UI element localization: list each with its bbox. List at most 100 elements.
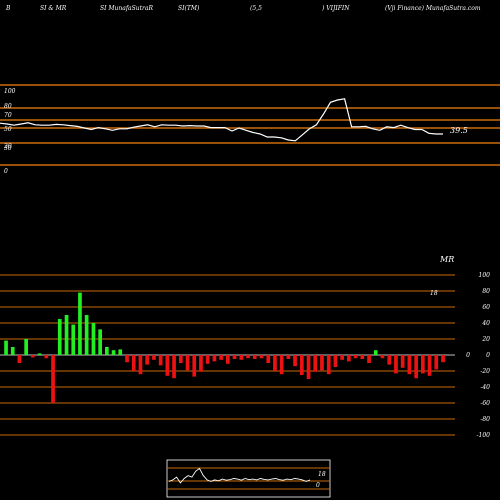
mrsi-bar	[387, 355, 392, 365]
mrsi-bar	[347, 355, 351, 362]
mrsi-panel: 100 80 60 40 20 0 -20 -40 -60 -80 -100 0 MR 18	[0, 255, 490, 439]
mrsi-bar	[138, 355, 143, 375]
mrsi-tick-label: 40	[481, 320, 490, 327]
mrsi-bar	[111, 350, 116, 355]
rsi-tick-label: 30	[4, 145, 12, 152]
mrsi-bar	[279, 355, 284, 375]
mrsi-bar	[441, 355, 445, 363]
mrsi-bar	[172, 355, 176, 379]
mrsi-bar	[205, 355, 210, 364]
mrsi-tick-label: 60	[482, 304, 490, 311]
header-item: SI & MR	[40, 5, 67, 12]
rsi-tick-label: 80	[4, 103, 12, 110]
mrsi-bar	[232, 355, 237, 359]
mrsi-bar	[51, 355, 55, 403]
rsi-tick-label: 100	[4, 88, 16, 95]
mrsi-bar	[64, 315, 69, 355]
header-item: B	[5, 5, 11, 12]
mrsi-bar	[414, 355, 418, 379]
mrsi-bar	[360, 355, 365, 359]
mrsi-bar	[407, 355, 412, 375]
mrsi-bar	[78, 292, 82, 355]
mrsi-bar	[44, 355, 49, 359]
mrsi-bar	[212, 355, 217, 362]
mrsi-bar	[252, 355, 257, 359]
header-item: SI(TM)	[178, 5, 200, 12]
mrsi-bar	[226, 355, 230, 364]
mrsi-bar	[333, 355, 338, 367]
rsi-tick-label: 70	[4, 112, 12, 119]
mrsi-bar	[105, 347, 109, 355]
mrsi-bar	[37, 353, 42, 355]
mrsi-bar	[373, 350, 378, 355]
mrsi-bar	[179, 355, 183, 363]
header-item: (5,5	[250, 5, 262, 12]
mini-label: 18	[318, 471, 326, 478]
mrsi-bar	[131, 355, 136, 371]
rsi-tick-label: 20	[3, 143, 12, 150]
mrsi-bar	[4, 340, 8, 355]
mrsi-bar	[239, 355, 244, 360]
mrsi-title: MR	[439, 255, 454, 264]
mrsi-bar	[98, 329, 102, 355]
mrsi-tick-label: 20	[481, 336, 490, 343]
mrsi-bar	[421, 355, 425, 374]
mrsi-bar	[353, 355, 358, 359]
rsi-tick-label: 50	[4, 126, 12, 133]
mrsi-tick-label: 0	[486, 352, 490, 359]
mrsi-bar	[427, 355, 432, 376]
mrsi-bar	[340, 355, 344, 360]
mrsi-bar	[434, 355, 439, 370]
mrsi-bar	[300, 355, 304, 375]
mrsi-bar	[152, 355, 156, 360]
mrsi-bar	[24, 339, 28, 355]
mrsi-zero-label: 0	[466, 352, 470, 359]
mrsi-value-label: 18	[430, 290, 438, 297]
mrsi-bar	[367, 355, 371, 363]
mrsi-bar	[394, 355, 398, 374]
mrsi-bar	[273, 355, 277, 371]
header-item: ) VIJIFIN	[321, 5, 350, 12]
mini-panel: 18 0	[166, 459, 331, 498]
mrsi-bar	[380, 355, 385, 359]
mrsi-tick-label: -100	[477, 432, 491, 439]
mrsi-bar	[400, 355, 405, 368]
mrsi-bar	[306, 355, 311, 379]
mrsi-bar	[185, 355, 190, 371]
mini-frame	[166, 459, 331, 498]
mrsi-tick-label: 100	[479, 272, 491, 279]
mrsi-bar	[326, 355, 331, 375]
rsi-panel: 100 80 70 50 30 0 20 39.5	[0, 84, 500, 175]
mrsi-bar	[10, 347, 15, 355]
rsi-tick-label: 0	[4, 168, 8, 175]
mini-series-line	[168, 467, 311, 484]
mrsi-bar	[259, 355, 264, 359]
mrsi-tick-label: -40	[480, 384, 490, 391]
mrsi-tick-label: -60	[480, 400, 490, 407]
mrsi-bar	[17, 355, 22, 363]
rsi-last-value: 39.5	[450, 126, 468, 135]
mrsi-bar	[71, 324, 76, 355]
mini-sub-label: 0	[316, 482, 320, 489]
mrsi-bar	[320, 355, 324, 371]
mrsi-bar	[199, 355, 203, 372]
mrsi-tick-label: 80	[482, 288, 490, 295]
mrsi-bar	[192, 355, 197, 377]
mrsi-bar	[165, 355, 170, 376]
mrsi-bar	[219, 355, 223, 360]
mrsi-bar	[266, 355, 271, 363]
mrsi-bar	[246, 355, 250, 359]
mrsi-bar	[158, 355, 163, 366]
mrsi-tick-label: -20	[480, 368, 490, 375]
mrsi-bar	[313, 355, 318, 372]
header: B SI & MR SI MunafaSutraR SI(TM) (5,5 ) VIJIF…	[5, 5, 481, 12]
header-item: (Vji Finance) MunafaSutra.com	[385, 5, 481, 12]
header-item: SI MunafaSutraR	[100, 5, 153, 12]
mrsi-bar	[84, 315, 89, 355]
mrsi-tick-label: -80	[480, 416, 490, 423]
mrsi-bar	[293, 355, 297, 367]
mrsi-bar	[286, 355, 291, 359]
mrsi-bar	[125, 355, 129, 363]
